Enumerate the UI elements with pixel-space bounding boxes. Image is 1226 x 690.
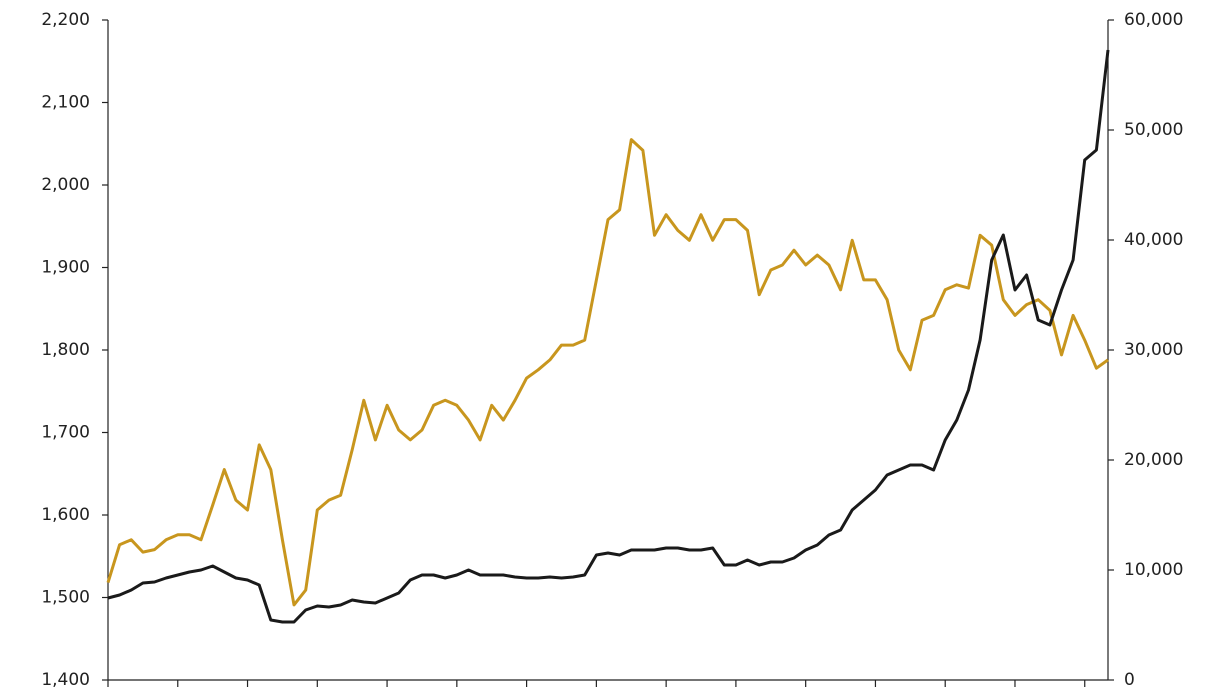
y2-tick-label: 10,000 xyxy=(1124,560,1183,580)
y-tick-label: 2,100 xyxy=(41,93,90,113)
y-tick-label: 2,000 xyxy=(41,175,90,195)
y2-tick-label: 40,000 xyxy=(1124,230,1183,250)
y-tick-label: 1,700 xyxy=(41,423,90,443)
y-tick-label: 1,500 xyxy=(41,588,90,608)
y-tick-label: 1,600 xyxy=(41,505,90,525)
y2-tick-label: 30,000 xyxy=(1124,340,1183,360)
line-series xyxy=(107,49,1110,624)
y-tick-label: 1,800 xyxy=(41,340,90,360)
y-tick-label: 1,900 xyxy=(41,258,90,278)
y-tick-label: 1,400 xyxy=(41,670,90,690)
line-series xyxy=(106,138,1109,607)
y2-tick-label: 50,000 xyxy=(1124,120,1183,140)
y2-tick-label: 20,000 xyxy=(1124,450,1183,470)
y-tick-label: 2,200 xyxy=(41,10,90,30)
y2-tick-label: 0 xyxy=(1124,670,1135,690)
y2-tick-label: 60,000 xyxy=(1124,10,1183,30)
